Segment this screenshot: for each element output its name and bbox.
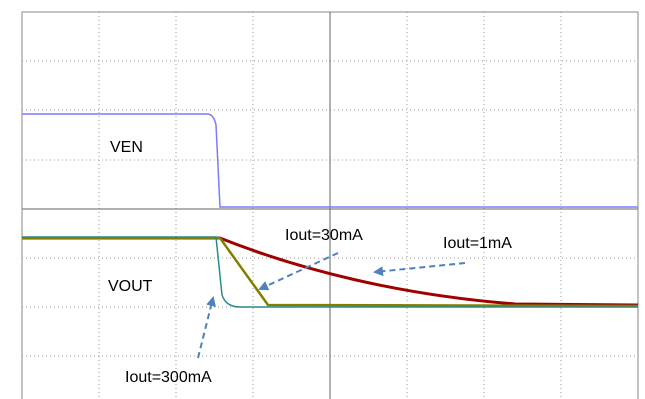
vout-trace-1ma xyxy=(22,236,639,307)
vout-trace-300ma xyxy=(22,236,638,308)
iout-1ma-label: Iout=1mA xyxy=(443,235,512,252)
iout-300ma-label: Iout=300mA xyxy=(125,369,212,386)
arrow-1ma xyxy=(373,262,466,277)
arrow-30ma xyxy=(258,252,339,291)
grid xyxy=(22,12,638,399)
iout-30ma-label: Iout=30mA xyxy=(285,227,363,244)
arrow-300ma xyxy=(197,296,216,359)
ven-trace xyxy=(22,113,638,208)
ven-label: VEN xyxy=(110,139,143,156)
vout-trace-30ma xyxy=(22,236,639,308)
vout-label: VOUT xyxy=(108,278,153,295)
